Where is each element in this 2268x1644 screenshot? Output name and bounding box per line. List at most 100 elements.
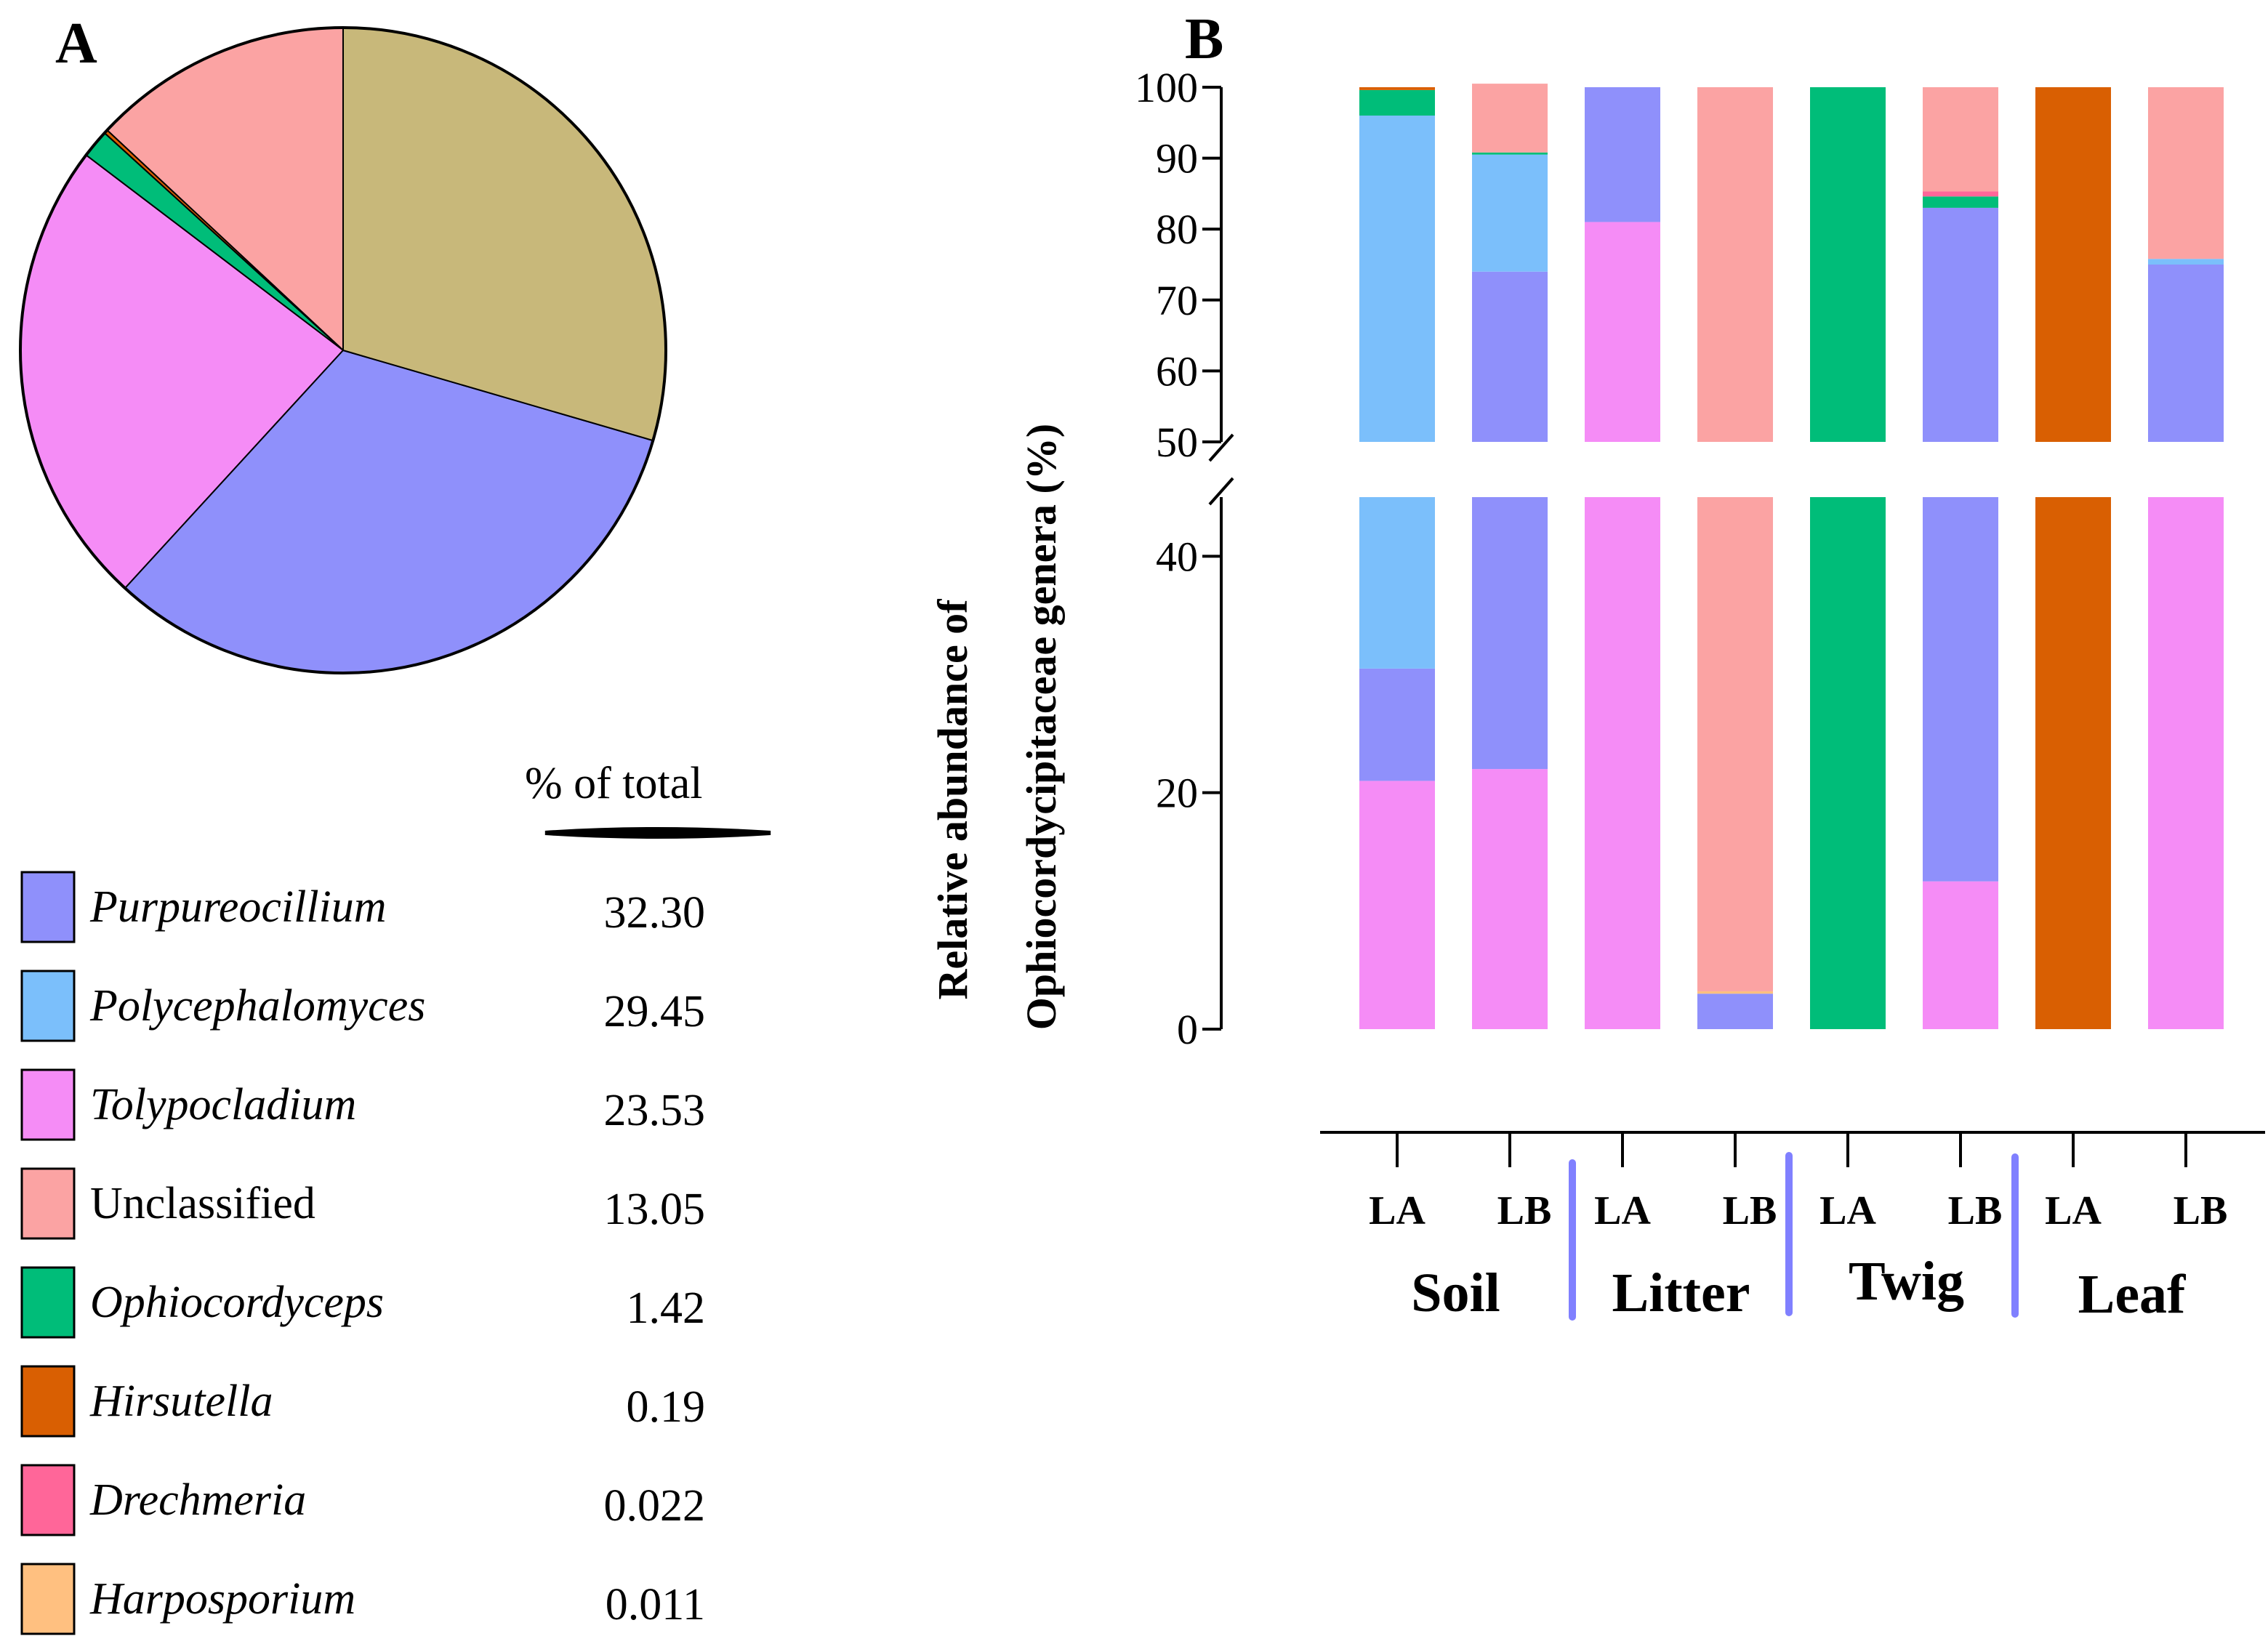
legend: % of total Purpureocillium 32.30 Polycepha… bbox=[20, 759, 771, 1635]
legend-row-unclassified: Unclassified 13.05 bbox=[20, 1167, 706, 1240]
legend-label: Purpureocillium bbox=[89, 882, 387, 932]
legend-items: Purpureocillium 32.30 Polycephalomyces 29.4… bbox=[20, 871, 706, 1635]
y-axis-label-line2: Ophiocordycipitaceae genera (%) bbox=[1018, 424, 1065, 1030]
bar-segment-unclassified bbox=[2148, 87, 2224, 259]
bar-segment-purpureocillium bbox=[1923, 497, 1998, 882]
pie-outline bbox=[19, 26, 667, 674]
x-tick-label: LA bbox=[2045, 1188, 2102, 1233]
group-label-litter: Litter bbox=[1612, 1262, 1750, 1323]
y-tick-label: 60 bbox=[1156, 347, 1198, 395]
legend-row-drechmeria: Drechmeria 0.022 bbox=[20, 1464, 706, 1536]
legend-swatch bbox=[20, 970, 76, 1042]
axis-break-mark bbox=[1208, 433, 1234, 462]
bar-segment-unclassified bbox=[1923, 87, 1998, 192]
legend-label: Harposporium bbox=[89, 1574, 355, 1624]
x-tick-label: LA bbox=[1369, 1188, 1425, 1233]
bar-segment-ophiocordyceps bbox=[1810, 497, 1886, 1029]
bar-segment-ophiocordyceps bbox=[1923, 196, 1998, 208]
legend-value: 32.30 bbox=[604, 888, 706, 938]
bar-segment-purpureocillium bbox=[1697, 994, 1773, 1029]
y-axis-label-line1: Relative abundance of bbox=[929, 599, 976, 1000]
legend-label: Unclassified bbox=[90, 1179, 315, 1228]
y-tick-label: 20 bbox=[1156, 770, 1198, 817]
legend-swatch bbox=[20, 1167, 76, 1240]
legend-header: % of total bbox=[525, 759, 703, 808]
legend-header-underline bbox=[544, 827, 771, 839]
bar-segment-hirsutella bbox=[2035, 87, 2111, 442]
x-tick-label: LB bbox=[1948, 1188, 2003, 1233]
x-axis: LA LB LA LB LA LB LA LB Soil Litter Twig Leaf bbox=[1320, 1131, 2265, 1325]
x-tick-label: LB bbox=[2174, 1188, 2228, 1233]
bar-segment-polycephalomyces bbox=[2148, 259, 2224, 265]
bar-segment-polycephalomyces bbox=[1472, 154, 1548, 272]
bar-segment-unclassified bbox=[1697, 87, 1773, 442]
bar-segment-tolypocladium bbox=[1585, 222, 1660, 442]
legend-label: Drechmeria bbox=[89, 1475, 306, 1525]
y-tick-label: 40 bbox=[1156, 533, 1198, 580]
legend-value: 29.45 bbox=[604, 987, 706, 1036]
legend-label: Tolypocladium bbox=[90, 1080, 356, 1129]
bar-segment-tolypocladium bbox=[2148, 497, 2224, 1029]
group-label-soil: Soil bbox=[1411, 1262, 1500, 1323]
legend-row-ophiocordyceps: Ophiocordyceps 1.42 bbox=[20, 1266, 705, 1339]
group-label-twig: Twig bbox=[1849, 1251, 1964, 1312]
x-tick-label: LA bbox=[1819, 1188, 1876, 1233]
legend-value: 23.53 bbox=[604, 1086, 706, 1135]
panel-b-letter: B bbox=[1185, 7, 1223, 71]
bar-segment-purpureocillium bbox=[1472, 497, 1548, 770]
y-tick-label: 90 bbox=[1156, 135, 1198, 182]
legend-value: 0.022 bbox=[604, 1481, 706, 1531]
legend-row-tolypocladium: Tolypocladium 23.53 bbox=[20, 1068, 706, 1141]
bar-segment-harposporium bbox=[1697, 991, 1773, 994]
x-tick-label: LB bbox=[1723, 1188, 1777, 1233]
panel-a-letter: A bbox=[55, 12, 97, 76]
y-tick-label: 0 bbox=[1177, 1006, 1198, 1053]
legend-label: Polycephalomyces bbox=[89, 981, 425, 1031]
bar-segment-purpureocillium bbox=[1585, 87, 1660, 222]
bar-segment-hirsutella bbox=[2035, 497, 2111, 1029]
bar-segment-purpureocillium bbox=[1472, 271, 1548, 442]
legend-swatch bbox=[20, 1266, 76, 1339]
legend-value: 0.19 bbox=[627, 1382, 706, 1432]
legend-swatch bbox=[20, 1068, 76, 1141]
legend-row-polycephalomyces: Polycephalomyces 29.45 bbox=[20, 970, 706, 1042]
bar-segment-drechmeria bbox=[1923, 191, 1998, 197]
legend-swatch bbox=[20, 1365, 76, 1438]
bar-segment-unclassified bbox=[1697, 497, 1773, 991]
legend-row-purpureocillium: Purpureocillium 32.30 bbox=[20, 871, 706, 943]
y-tick-label: 100 bbox=[1135, 64, 1198, 111]
y-tick-label: 70 bbox=[1156, 277, 1198, 324]
bar-segment-purpureocillium bbox=[1923, 207, 1998, 442]
bar-segment-polycephalomyces bbox=[1359, 497, 1435, 669]
bar-segment-hirsutella bbox=[1359, 87, 1435, 90]
bars bbox=[1359, 84, 2224, 1029]
x-tick-label: LA bbox=[1594, 1188, 1651, 1233]
bar-segment-purpureocillium bbox=[1359, 668, 1435, 781]
group-label-leaf: Leaf bbox=[2078, 1264, 2187, 1325]
y-tick-label: 80 bbox=[1156, 206, 1198, 253]
bar-segment-tolypocladium bbox=[1472, 769, 1548, 1029]
legend-value: 13.05 bbox=[604, 1185, 706, 1234]
bar-segment-ophiocordyceps bbox=[1472, 152, 1548, 155]
legend-swatch bbox=[20, 1563, 76, 1635]
legend-swatch bbox=[20, 1464, 76, 1536]
bar-segment-tolypocladium bbox=[1585, 497, 1660, 1029]
bar-segment-polycephalomyces bbox=[1359, 116, 1435, 443]
x-tick-label: LB bbox=[1497, 1188, 1552, 1233]
y-axis: 100 90 80 70 60 50 40 20 0 bbox=[1135, 64, 1234, 1053]
bar-segment-tolypocladium bbox=[1923, 881, 1998, 1029]
legend-label: Hirsutella bbox=[89, 1377, 273, 1426]
legend-row-harposporium: Harposporium 0.011 bbox=[20, 1563, 705, 1635]
legend-row-hirsutella: Hirsutella 0.19 bbox=[20, 1365, 706, 1438]
legend-swatch bbox=[20, 871, 76, 943]
axis-break-mark bbox=[1208, 477, 1234, 506]
legend-label: Ophiocordyceps bbox=[90, 1278, 384, 1327]
bar-segment-purpureocillium bbox=[2148, 265, 2224, 442]
pie-chart bbox=[19, 26, 667, 674]
bar-segment-tolypocladium bbox=[1359, 781, 1435, 1029]
bar-segment-ophiocordyceps bbox=[1810, 87, 1886, 442]
legend-value: 0.011 bbox=[606, 1580, 705, 1629]
bar-segment-ophiocordyceps bbox=[1359, 89, 1435, 116]
